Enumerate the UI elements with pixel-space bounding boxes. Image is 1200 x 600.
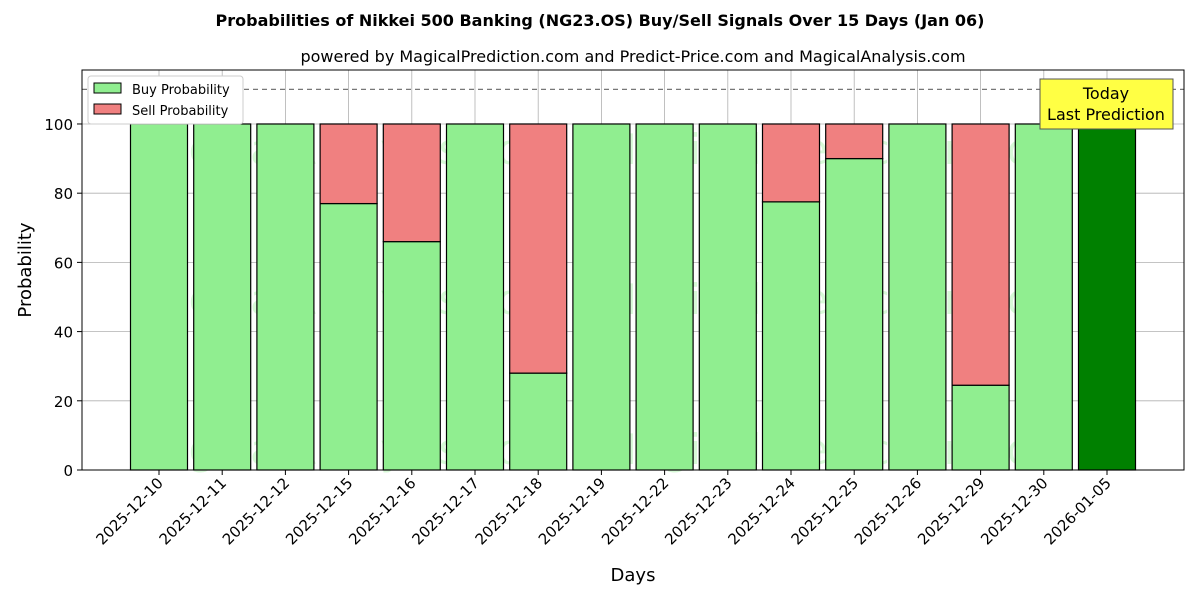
legend [87, 75, 244, 125]
buy-bar [319, 202, 378, 471]
buy-bar [888, 123, 947, 471]
x-tick-label: 2025-12-23 [661, 474, 735, 548]
x-tick-label: 2025-12-15 [282, 474, 356, 548]
y-tick-label: 60 [54, 254, 73, 272]
x-axis-label: Days [611, 565, 656, 586]
buy-bar [951, 384, 1010, 471]
chart-subtitle: powered by MagicalPrediction.com and Pre… [300, 47, 965, 66]
sell-bar [509, 123, 568, 374]
x-tick-label: 2025-12-22 [598, 474, 672, 548]
x-tick-label: 2025-12-26 [851, 474, 925, 548]
y-axis-label: Probability [15, 222, 36, 317]
legend-label: Buy Probability [132, 83, 230, 98]
x-tick-label: 2025-12-30 [977, 474, 1051, 548]
buy-bar [825, 157, 884, 471]
legend-swatch [93, 82, 122, 94]
chart-title: Probabilities of Nikkei 500 Banking (NG2… [216, 11, 985, 30]
x-tick-label: 2025-12-18 [472, 474, 546, 548]
legend-label: Sell Probability [132, 104, 229, 119]
buy-bar [193, 123, 252, 471]
x-tick-label: 2025-12-25 [788, 474, 862, 548]
sell-bar [951, 123, 1010, 386]
sell-bar [761, 123, 821, 203]
x-tick-label: 2025-12-12 [219, 474, 293, 548]
buy-bar [761, 201, 821, 471]
sell-bar [382, 123, 441, 243]
x-tick-label: 2025-12-11 [156, 474, 230, 548]
buy-bar [445, 123, 505, 471]
y-tick-label: 80 [54, 185, 73, 203]
y-tick-label: 0 [63, 462, 73, 480]
buy-bar [382, 241, 441, 471]
annotation-text: Last Prediction [1047, 105, 1165, 124]
buy-bar [129, 123, 189, 471]
x-tick-label: 2026-01-05 [1040, 474, 1114, 548]
y-tick-label: 100 [44, 116, 73, 134]
x-tick-label: 2025-12-17 [408, 474, 482, 548]
x-tick-label: 2025-12-29 [914, 474, 988, 548]
buy-bar [572, 123, 631, 471]
x-tick-label: 2025-12-10 [92, 474, 166, 548]
x-tick-label: 2025-12-19 [535, 474, 609, 548]
sell-bar [319, 123, 378, 205]
annotation-text: Today [1082, 84, 1129, 103]
sell-bar [825, 123, 884, 160]
plot-frame [81, 69, 1185, 471]
buy-bar [1077, 123, 1137, 471]
buy-bar [635, 123, 694, 471]
legend-swatch [93, 103, 122, 115]
buy-bar [1014, 123, 1073, 471]
y-tick-label: 40 [54, 324, 73, 342]
buy-bar [256, 123, 315, 471]
y-tick-label: 20 [54, 393, 73, 411]
x-tick-label: 2025-12-16 [345, 474, 419, 548]
buy-bar [509, 372, 568, 471]
buy-bar [698, 123, 757, 471]
annotation-box [1039, 78, 1174, 130]
x-tick-label: 2025-12-24 [724, 474, 798, 548]
